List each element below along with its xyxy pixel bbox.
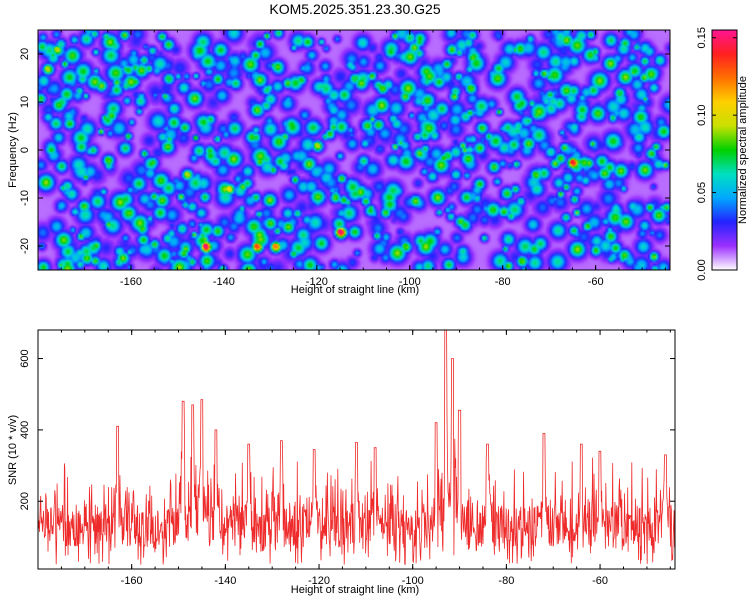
spectrogram-peak-14 (105, 157, 110, 162)
snr-ylabel: SNR (10 * v/v) (7, 415, 19, 485)
spectrogram-ytick-label: 20 (19, 48, 31, 60)
spectrogram-xtick-label: -160 (120, 276, 142, 288)
spectrogram-peak-18 (351, 75, 357, 81)
snr-ytick-label: 200 (19, 492, 31, 510)
spectrogram-ytick-label: -10 (19, 190, 31, 206)
spectrogram-peak-2 (272, 243, 278, 249)
spectrogram-ytick-label: -20 (19, 238, 31, 254)
spectrogram-ylabel: Frequency (Hz) (7, 112, 19, 188)
colorbar-ticks: 0.00 0.05 0.10 0.15 (696, 27, 737, 281)
spectrogram-peak-17 (444, 152, 450, 157)
spectrogram-peak-16 (519, 258, 524, 263)
snr-ytick-label: 400 (19, 421, 31, 439)
colorbar-tick-label: 0.00 (696, 259, 708, 280)
snr-xtick-label: -140 (214, 575, 236, 587)
spectrogram-peak-10 (379, 85, 385, 90)
spectrogram-peak-6 (45, 66, 50, 71)
colorbar-gradient (712, 30, 737, 270)
spectrogram-xtick-label: -80 (495, 276, 511, 288)
snr-xtick-label: -60 (592, 575, 608, 587)
spectrogram-peak-9 (314, 143, 320, 148)
colorbar-tick-label: 0.10 (696, 104, 708, 125)
snr-series-line (38, 330, 675, 566)
colorbar-tick-label: 0.15 (696, 27, 708, 48)
spectrogram-xlabel: Height of straight line (km) (291, 284, 419, 296)
colorbar-tick-label: 0.05 (696, 182, 708, 203)
colorbar-label: Normalized spectral amplitude (737, 76, 749, 224)
spectrogram-peak-11 (467, 85, 473, 90)
spectrogram-xtick-label: -100 (399, 276, 421, 288)
spectrogram-peak-15 (402, 243, 408, 249)
snr-panel: -160 -140 -120 -100 -80 -60 200 400 600 Height o… (7, 329, 676, 596)
spectrogram-xtick-label: -60 (588, 276, 604, 288)
spectrogram-heatmap (38, 30, 670, 270)
spectrogram-frame (37, 29, 671, 271)
spectrogram-peak-4 (570, 159, 575, 165)
spectrogram-peak-0 (203, 243, 208, 249)
snr-xtick-label: -160 (121, 575, 143, 587)
snr-ytick-label: 600 (19, 349, 31, 367)
colorbar: 0.00 0.05 0.10 0.15 Normalized spectral amp… (696, 27, 749, 281)
spectrogram-peak-19 (165, 75, 171, 81)
colorbar-frame (711, 29, 738, 271)
snr-frame (37, 329, 676, 570)
spectrogram-peak-13 (616, 90, 622, 95)
spectrogram-peak-3 (337, 229, 343, 234)
snr-axis-ticks: -160 -140 -120 -100 -80 -60 200 400 600 (19, 330, 675, 587)
spectrogram-peak-12 (533, 171, 538, 177)
spectrogram-peak-8 (226, 186, 231, 191)
snr-xtick-label: -120 (308, 575, 330, 587)
snr-background (38, 330, 675, 569)
spectrogram-ytick-label: 10 (19, 96, 31, 108)
spectrogram-ytick-label: 0 (19, 147, 31, 153)
spectrogram-peak-1 (254, 243, 259, 249)
snr-xtick-label: -80 (498, 575, 514, 587)
spectrogram-peak-5 (54, 47, 59, 52)
chart-title: KOM5.2025.351.23.30.G25 (269, 1, 440, 17)
spectrogram-peak-7 (184, 171, 189, 177)
snr-xtick-label: -100 (402, 575, 424, 587)
spectrogram-xtick-label: -120 (306, 276, 328, 288)
snr-xlabel: Height of straight line (km) (291, 584, 419, 596)
spectrogram-xtick-label: -140 (213, 276, 235, 288)
spectrogram-peaks (45, 47, 622, 263)
